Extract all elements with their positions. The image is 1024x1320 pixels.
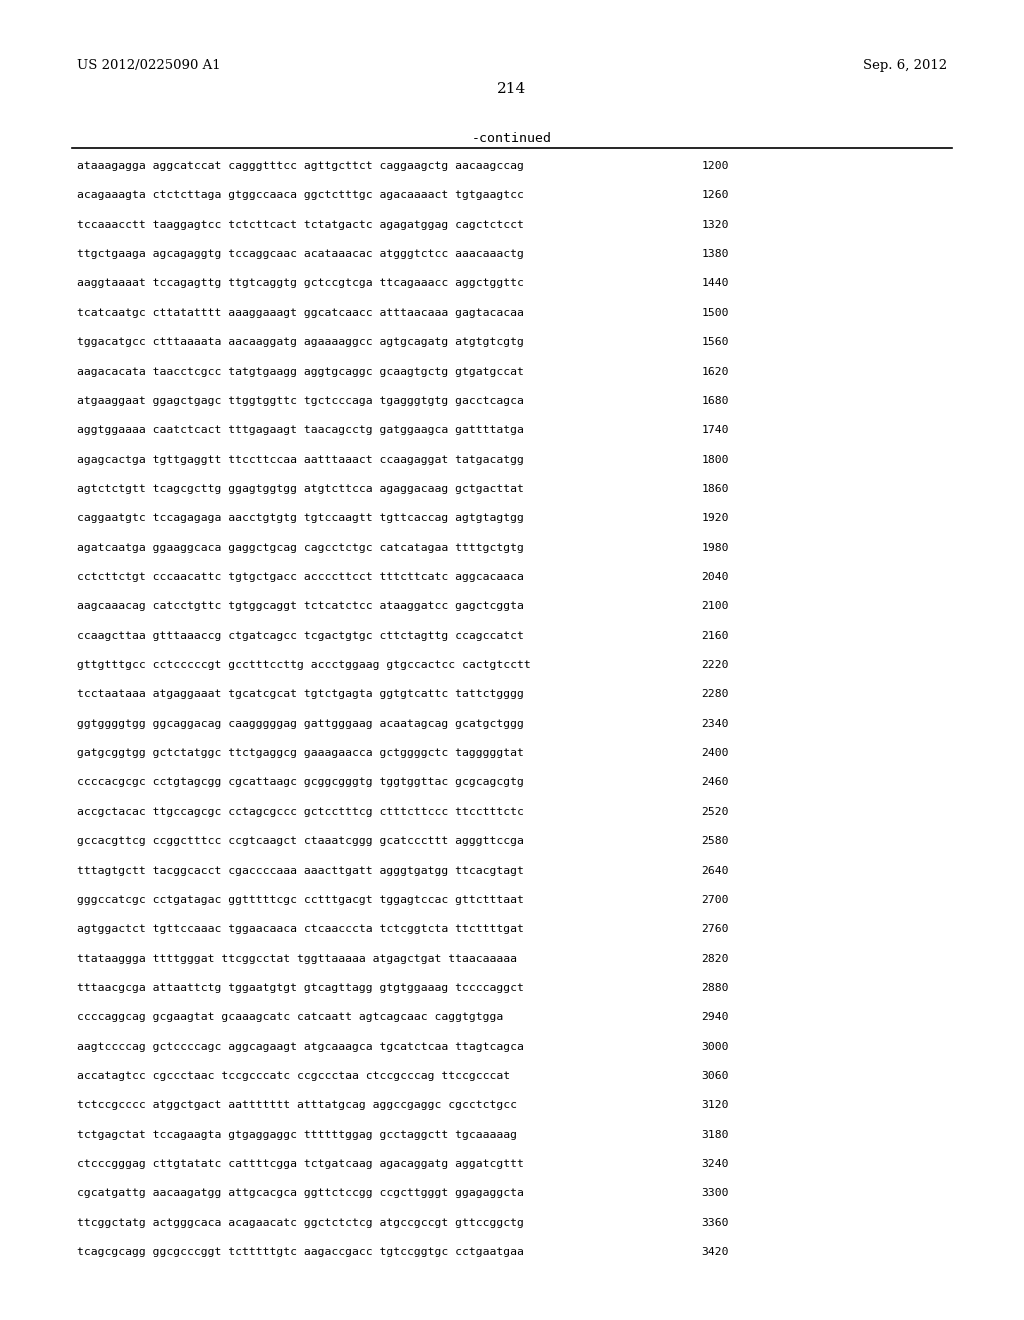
Text: accgctacac ttgccagcgc cctagcgccc gctcctttcg ctttcttccc ttcctttctc: accgctacac ttgccagcgc cctagcgccc gctcctt… [77, 807, 523, 817]
Text: cctcttctgt cccaacattc tgtgctgacc accccttcct tttcttcatc aggcacaaca: cctcttctgt cccaacattc tgtgctgacc acccctt… [77, 572, 523, 582]
Text: 2100: 2100 [701, 602, 729, 611]
Text: 3300: 3300 [701, 1188, 729, 1199]
Text: 214: 214 [498, 82, 526, 96]
Text: 2820: 2820 [701, 953, 729, 964]
Text: caggaatgtc tccagagaga aacctgtgtg tgtccaagtt tgttcaccag agtgtagtgg: caggaatgtc tccagagaga aacctgtgtg tgtccaa… [77, 513, 523, 523]
Text: -continued: -continued [472, 132, 552, 145]
Text: agatcaatga ggaaggcaca gaggctgcag cagcctctgc catcatagaa ttttgctgtg: agatcaatga ggaaggcaca gaggctgcag cagcctc… [77, 543, 523, 553]
Text: aagcaaacag catcctgttc tgtggcaggt tctcatctcc ataaggatcc gagctcggta: aagcaaacag catcctgttc tgtggcaggt tctcatc… [77, 602, 523, 611]
Text: agagcactga tgttgaggtt ttccttccaa aatttaaact ccaagaggat tatgacatgg: agagcactga tgttgaggtt ttccttccaa aatttaa… [77, 454, 523, 465]
Text: tcatcaatgc cttatatttt aaaggaaagt ggcatcaacc atttaacaaa gagtacacaa: tcatcaatgc cttatatttt aaaggaaagt ggcatca… [77, 308, 523, 318]
Text: aagacacata taacctcgcc tatgtgaagg aggtgcaggc gcaagtgctg gtgatgccat: aagacacata taacctcgcc tatgtgaagg aggtgca… [77, 367, 523, 376]
Text: gggccatcgc cctgatagac ggtttttcgc cctttgacgt tggagtccac gttctttaat: gggccatcgc cctgatagac ggtttttcgc cctttga… [77, 895, 523, 904]
Text: 3000: 3000 [701, 1041, 729, 1052]
Text: 1620: 1620 [701, 367, 729, 376]
Text: 2760: 2760 [701, 924, 729, 935]
Text: 2280: 2280 [701, 689, 729, 700]
Text: 2940: 2940 [701, 1012, 729, 1022]
Text: 2400: 2400 [701, 748, 729, 758]
Text: 3120: 3120 [701, 1101, 729, 1110]
Text: 1380: 1380 [701, 249, 729, 259]
Text: aggtggaaaa caatctcact tttgagaagt taacagcctg gatggaagca gattttatga: aggtggaaaa caatctcact tttgagaagt taacagc… [77, 425, 523, 436]
Text: 2220: 2220 [701, 660, 729, 671]
Text: aagtccccag gctccccagc aggcagaagt atgcaaagca tgcatctcaa ttagtcagca: aagtccccag gctccccagc aggcagaagt atgcaaa… [77, 1041, 523, 1052]
Text: tcagcgcagg ggcgcccggt tctttttgtc aagaccgacc tgtccggtgc cctgaatgaa: tcagcgcagg ggcgcccggt tctttttgtc aagaccg… [77, 1247, 523, 1257]
Text: tggacatgcc ctttaaaata aacaaggatg agaaaaggcc agtgcagatg atgtgtcgtg: tggacatgcc ctttaaaata aacaaggatg agaaaag… [77, 337, 523, 347]
Text: 1800: 1800 [701, 454, 729, 465]
Text: 1320: 1320 [701, 219, 729, 230]
Text: 2040: 2040 [701, 572, 729, 582]
Text: 1560: 1560 [701, 337, 729, 347]
Text: tttagtgctt tacggcacct cgaccccaaa aaacttgatt agggtgatgg ttcacgtagt: tttagtgctt tacggcacct cgaccccaaa aaacttg… [77, 866, 523, 875]
Text: 1980: 1980 [701, 543, 729, 553]
Text: aaggtaaaat tccagagttg ttgtcaggtg gctccgtcga ttcagaaacc aggctggttc: aaggtaaaat tccagagttg ttgtcaggtg gctccgt… [77, 279, 523, 289]
Text: ttcggctatg actgggcaca acagaacatc ggctctctcg atgccgccgt gttccggctg: ttcggctatg actgggcaca acagaacatc ggctctc… [77, 1218, 523, 1228]
Text: tccaaacctt taaggagtcc tctcttcact tctatgactc agagatggag cagctctcct: tccaaacctt taaggagtcc tctcttcact tctatga… [77, 219, 523, 230]
Text: 1500: 1500 [701, 308, 729, 318]
Text: gccacgttcg ccggctttcc ccgtcaagct ctaaatcggg gcatcccttt agggttccga: gccacgttcg ccggctttcc ccgtcaagct ctaaatc… [77, 836, 523, 846]
Text: ataaagagga aggcatccat cagggtttcc agttgcttct caggaagctg aacaagccag: ataaagagga aggcatccat cagggtttcc agttgct… [77, 161, 523, 172]
Text: 1740: 1740 [701, 425, 729, 436]
Text: US 2012/0225090 A1: US 2012/0225090 A1 [77, 59, 220, 73]
Text: ccaagcttaa gtttaaaccg ctgatcagcc tcgactgtgc cttctagttg ccagccatct: ccaagcttaa gtttaaaccg ctgatcagcc tcgactg… [77, 631, 523, 640]
Text: gttgtttgcc cctcccccgt gcctttccttg accctggaag gtgccactcc cactgtcctt: gttgtttgcc cctcccccgt gcctttccttg accctg… [77, 660, 530, 671]
Text: ggtggggtgg ggcaggacag caagggggag gattgggaag acaatagcag gcatgctggg: ggtggggtgg ggcaggacag caagggggag gattggg… [77, 718, 523, 729]
Text: 2160: 2160 [701, 631, 729, 640]
Text: ccccaggcag gcgaagtat gcaaagcatc catcaatt agtcagcaac caggtgtgga: ccccaggcag gcgaagtat gcaaagcatc catcaatt… [77, 1012, 503, 1022]
Text: 2340: 2340 [701, 718, 729, 729]
Text: agtggactct tgttccaaac tggaacaaca ctcaacccta tctcggtcta ttcttttgat: agtggactct tgttccaaac tggaacaaca ctcaacc… [77, 924, 523, 935]
Text: 2880: 2880 [701, 983, 729, 993]
Text: 1680: 1680 [701, 396, 729, 405]
Text: 1920: 1920 [701, 513, 729, 523]
Text: 3240: 3240 [701, 1159, 729, 1170]
Text: cgcatgattg aacaagatgg attgcacgca ggttctccgg ccgcttgggt ggagaggcta: cgcatgattg aacaagatgg attgcacgca ggttctc… [77, 1188, 523, 1199]
Text: 2580: 2580 [701, 836, 729, 846]
Text: 2520: 2520 [701, 807, 729, 817]
Text: agtctctgtt tcagcgcttg ggagtggtgg atgtcttcca agaggacaag gctgacttat: agtctctgtt tcagcgcttg ggagtggtgg atgtctt… [77, 484, 523, 494]
Text: 2700: 2700 [701, 895, 729, 904]
Text: ttataaggga ttttgggat ttcggcctat tggttaaaaa atgagctgat ttaacaaaaa: ttataaggga ttttgggat ttcggcctat tggttaaa… [77, 953, 517, 964]
Text: 1860: 1860 [701, 484, 729, 494]
Text: 2460: 2460 [701, 777, 729, 788]
Text: 2640: 2640 [701, 866, 729, 875]
Text: gatgcggtgg gctctatggc ttctgaggcg gaaagaacca gctggggctc tagggggtat: gatgcggtgg gctctatggc ttctgaggcg gaaagaa… [77, 748, 523, 758]
Text: 3060: 3060 [701, 1071, 729, 1081]
Text: 3420: 3420 [701, 1247, 729, 1257]
Text: 1260: 1260 [701, 190, 729, 201]
Text: atgaaggaat ggagctgagc ttggtggttc tgctcccaga tgagggtgtg gacctcagca: atgaaggaat ggagctgagc ttggtggttc tgctccc… [77, 396, 523, 405]
Text: tcctaataaa atgaggaaat tgcatcgcat tgtctgagta ggtgtcattc tattctgggg: tcctaataaa atgaggaaat tgcatcgcat tgtctga… [77, 689, 523, 700]
Text: 3180: 3180 [701, 1130, 729, 1139]
Text: ctcccgggag cttgtatatc cattttcgga tctgatcaag agacaggatg aggatcgttt: ctcccgggag cttgtatatc cattttcgga tctgatc… [77, 1159, 523, 1170]
Text: tttaacgcga attaattctg tggaatgtgt gtcagttagg gtgtggaaag tccccaggct: tttaacgcga attaattctg tggaatgtgt gtcagtt… [77, 983, 523, 993]
Text: 1200: 1200 [701, 161, 729, 172]
Text: Sep. 6, 2012: Sep. 6, 2012 [863, 59, 947, 73]
Text: tctgagctat tccagaagta gtgaggaggc ttttttggag gcctaggctt tgcaaaaag: tctgagctat tccagaagta gtgaggaggc ttttttg… [77, 1130, 517, 1139]
Text: ccccacgcgc cctgtagcgg cgcattaagc gcggcgggtg tggtggttac gcgcagcgtg: ccccacgcgc cctgtagcgg cgcattaagc gcggcgg… [77, 777, 523, 788]
Text: 1440: 1440 [701, 279, 729, 289]
Text: ttgctgaaga agcagaggtg tccaggcaac acataaacac atgggtctcc aaacaaactg: ttgctgaaga agcagaggtg tccaggcaac acataaa… [77, 249, 523, 259]
Text: acagaaagta ctctcttaga gtggccaaca ggctctttgc agacaaaact tgtgaagtcc: acagaaagta ctctcttaga gtggccaaca ggctctt… [77, 190, 523, 201]
Text: tctccgcccc atggctgact aattttttt atttatgcag aggccgaggc cgcctctgcc: tctccgcccc atggctgact aattttttt atttatgc… [77, 1101, 517, 1110]
Text: accatagtcc cgccctaac tccgcccatc ccgccctaa ctccgcccag ttccgcccat: accatagtcc cgccctaac tccgcccatc ccgcccta… [77, 1071, 510, 1081]
Text: 3360: 3360 [701, 1218, 729, 1228]
